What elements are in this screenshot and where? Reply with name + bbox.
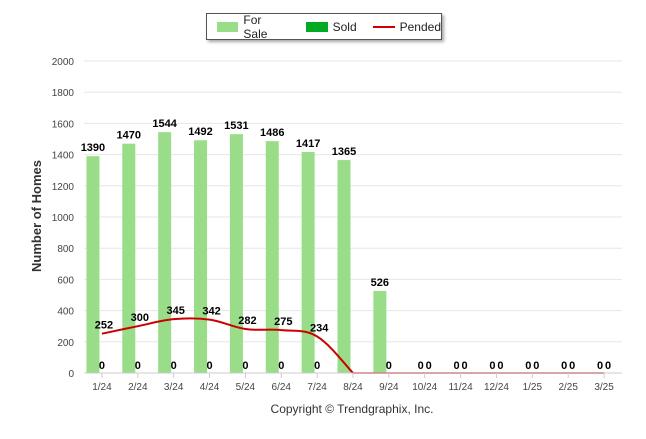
x-tick-label: 2/25: [558, 382, 578, 393]
pended-data-label: 345: [166, 305, 184, 317]
x-tick-label: 6/24: [272, 382, 292, 393]
axis-layer: 0 200 400 600 800 1000 1200 1400 1600 1800 2000 1/2…: [52, 57, 622, 393]
pended-data-label: 282: [238, 315, 256, 327]
x-tick-label: 1/25: [523, 382, 543, 393]
pended-data-label: 275: [274, 316, 292, 328]
bar-for-sale[interactable]: [86, 156, 100, 373]
x-tick-label: 3/25: [594, 382, 614, 393]
pended-data-label: 0: [418, 360, 424, 372]
y-tick-label: 1000: [52, 213, 75, 224]
y-tick-label: 200: [57, 338, 74, 349]
sold-data-label: 0: [569, 360, 575, 372]
legend-label-for-sale: For Sale: [243, 12, 268, 41]
sold-data-label: 0: [206, 360, 212, 372]
legend-item-pended[interactable]: Pended: [372, 19, 441, 34]
y-tick-label: 1600: [52, 119, 75, 130]
legend-item-sold[interactable]: Sold: [305, 19, 357, 34]
y-tick-label: 1800: [52, 88, 75, 99]
bar-for-sale[interactable]: [337, 160, 351, 373]
pended-data-label: 0: [454, 360, 460, 372]
x-tick-label: 11/24: [448, 382, 473, 393]
legend-label-pended: Pended: [399, 19, 441, 34]
bar-for-sale[interactable]: [301, 151, 315, 373]
y-tick-label: 600: [57, 275, 74, 286]
sold-data-label: 0: [426, 360, 432, 372]
bar-for-sale[interactable]: [265, 141, 279, 373]
x-tick-label: 8/24: [343, 382, 363, 393]
pended-line[interactable]: [101, 317, 354, 374]
for-sale-data-label: 1531: [224, 120, 248, 132]
pended-swatch: [372, 25, 395, 28]
y-axis-title: Number of Homes: [29, 160, 44, 272]
x-tick-label: 10/24: [412, 382, 437, 393]
sold-swatch: [305, 21, 328, 32]
y-tick-label: 1200: [52, 182, 75, 193]
sold-data-label: 0: [99, 360, 105, 372]
for-sale-data-label: 1544: [152, 118, 177, 130]
sold-data-label: 0: [278, 360, 284, 372]
pended-data-label: 252: [95, 320, 113, 332]
pended-data-label: 342: [202, 306, 220, 318]
x-tick-label: 3/24: [164, 382, 184, 393]
bar-for-sale[interactable]: [122, 143, 136, 373]
for-sale-data-label: 526: [371, 277, 389, 289]
x-tick-label: 9/24: [379, 382, 399, 393]
bars-layer: [86, 132, 387, 373]
x-tick-label: 2/24: [128, 382, 148, 393]
sold-data-label: 0: [462, 360, 468, 372]
legend-item-for-sale[interactable]: For Sale: [217, 13, 288, 41]
bar-for-sale[interactable]: [194, 140, 208, 373]
bar-for-sale[interactable]: [229, 134, 243, 373]
legend-label-sold: Sold: [332, 19, 357, 34]
sold-data-label: 0: [242, 360, 248, 372]
pended-data-label: 300: [131, 312, 149, 324]
chart-legend: For Sale Sold Pended: [206, 13, 442, 41]
grid-layer: [84, 60, 622, 374]
x-tick-label: 4/24: [200, 382, 220, 393]
for-sale-data-label: 1486: [260, 127, 284, 139]
bar-for-sale[interactable]: [158, 132, 172, 373]
for-sale-data-label: 1365: [332, 146, 356, 158]
x-tick-label: 7/24: [307, 382, 327, 393]
y-tick-label: 1400: [52, 151, 75, 162]
sold-data-label: 0: [386, 360, 392, 372]
pended-data-label: 0: [525, 360, 531, 372]
pended-data-label: 0: [561, 360, 567, 372]
sold-data-label: 0: [135, 360, 141, 372]
pended-data-label: 234: [310, 322, 329, 334]
sold-data-label: 0: [171, 360, 177, 372]
x-tick-label: 12/24: [484, 382, 509, 393]
x-tick-label: 1/24: [92, 382, 112, 393]
sold-data-label: 0: [497, 360, 503, 372]
y-tick-label: 0: [68, 369, 74, 380]
y-tick-label: 2000: [52, 57, 75, 68]
x-tick-label: 5/24: [236, 382, 256, 393]
for-sale-data-label: 1492: [188, 126, 212, 138]
for-sale-data-label: 1470: [117, 130, 141, 142]
bar-for-sale[interactable]: [373, 290, 387, 373]
for-sale-data-label: 1417: [296, 138, 320, 150]
y-tick-label: 400: [57, 307, 74, 318]
y-tick-label: 800: [57, 244, 74, 255]
pended-data-label: 0: [597, 360, 603, 372]
pended-data-label: 0: [489, 360, 495, 372]
copyright-credit: Copyright © Trendgraphix, Inc.: [271, 402, 434, 416]
sold-data-label: 0: [314, 360, 320, 372]
sold-data-label: 0: [533, 360, 539, 372]
for-sale-swatch: [217, 21, 239, 32]
for-sale-data-label: 1390: [81, 142, 105, 154]
sold-data-label: 0: [605, 360, 611, 372]
